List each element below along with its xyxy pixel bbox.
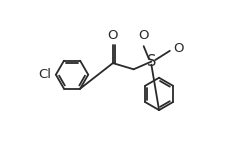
Text: Cl: Cl (38, 68, 51, 81)
Text: S: S (147, 54, 156, 69)
Text: O: O (174, 42, 184, 55)
Text: O: O (108, 29, 118, 42)
Text: O: O (138, 29, 149, 42)
